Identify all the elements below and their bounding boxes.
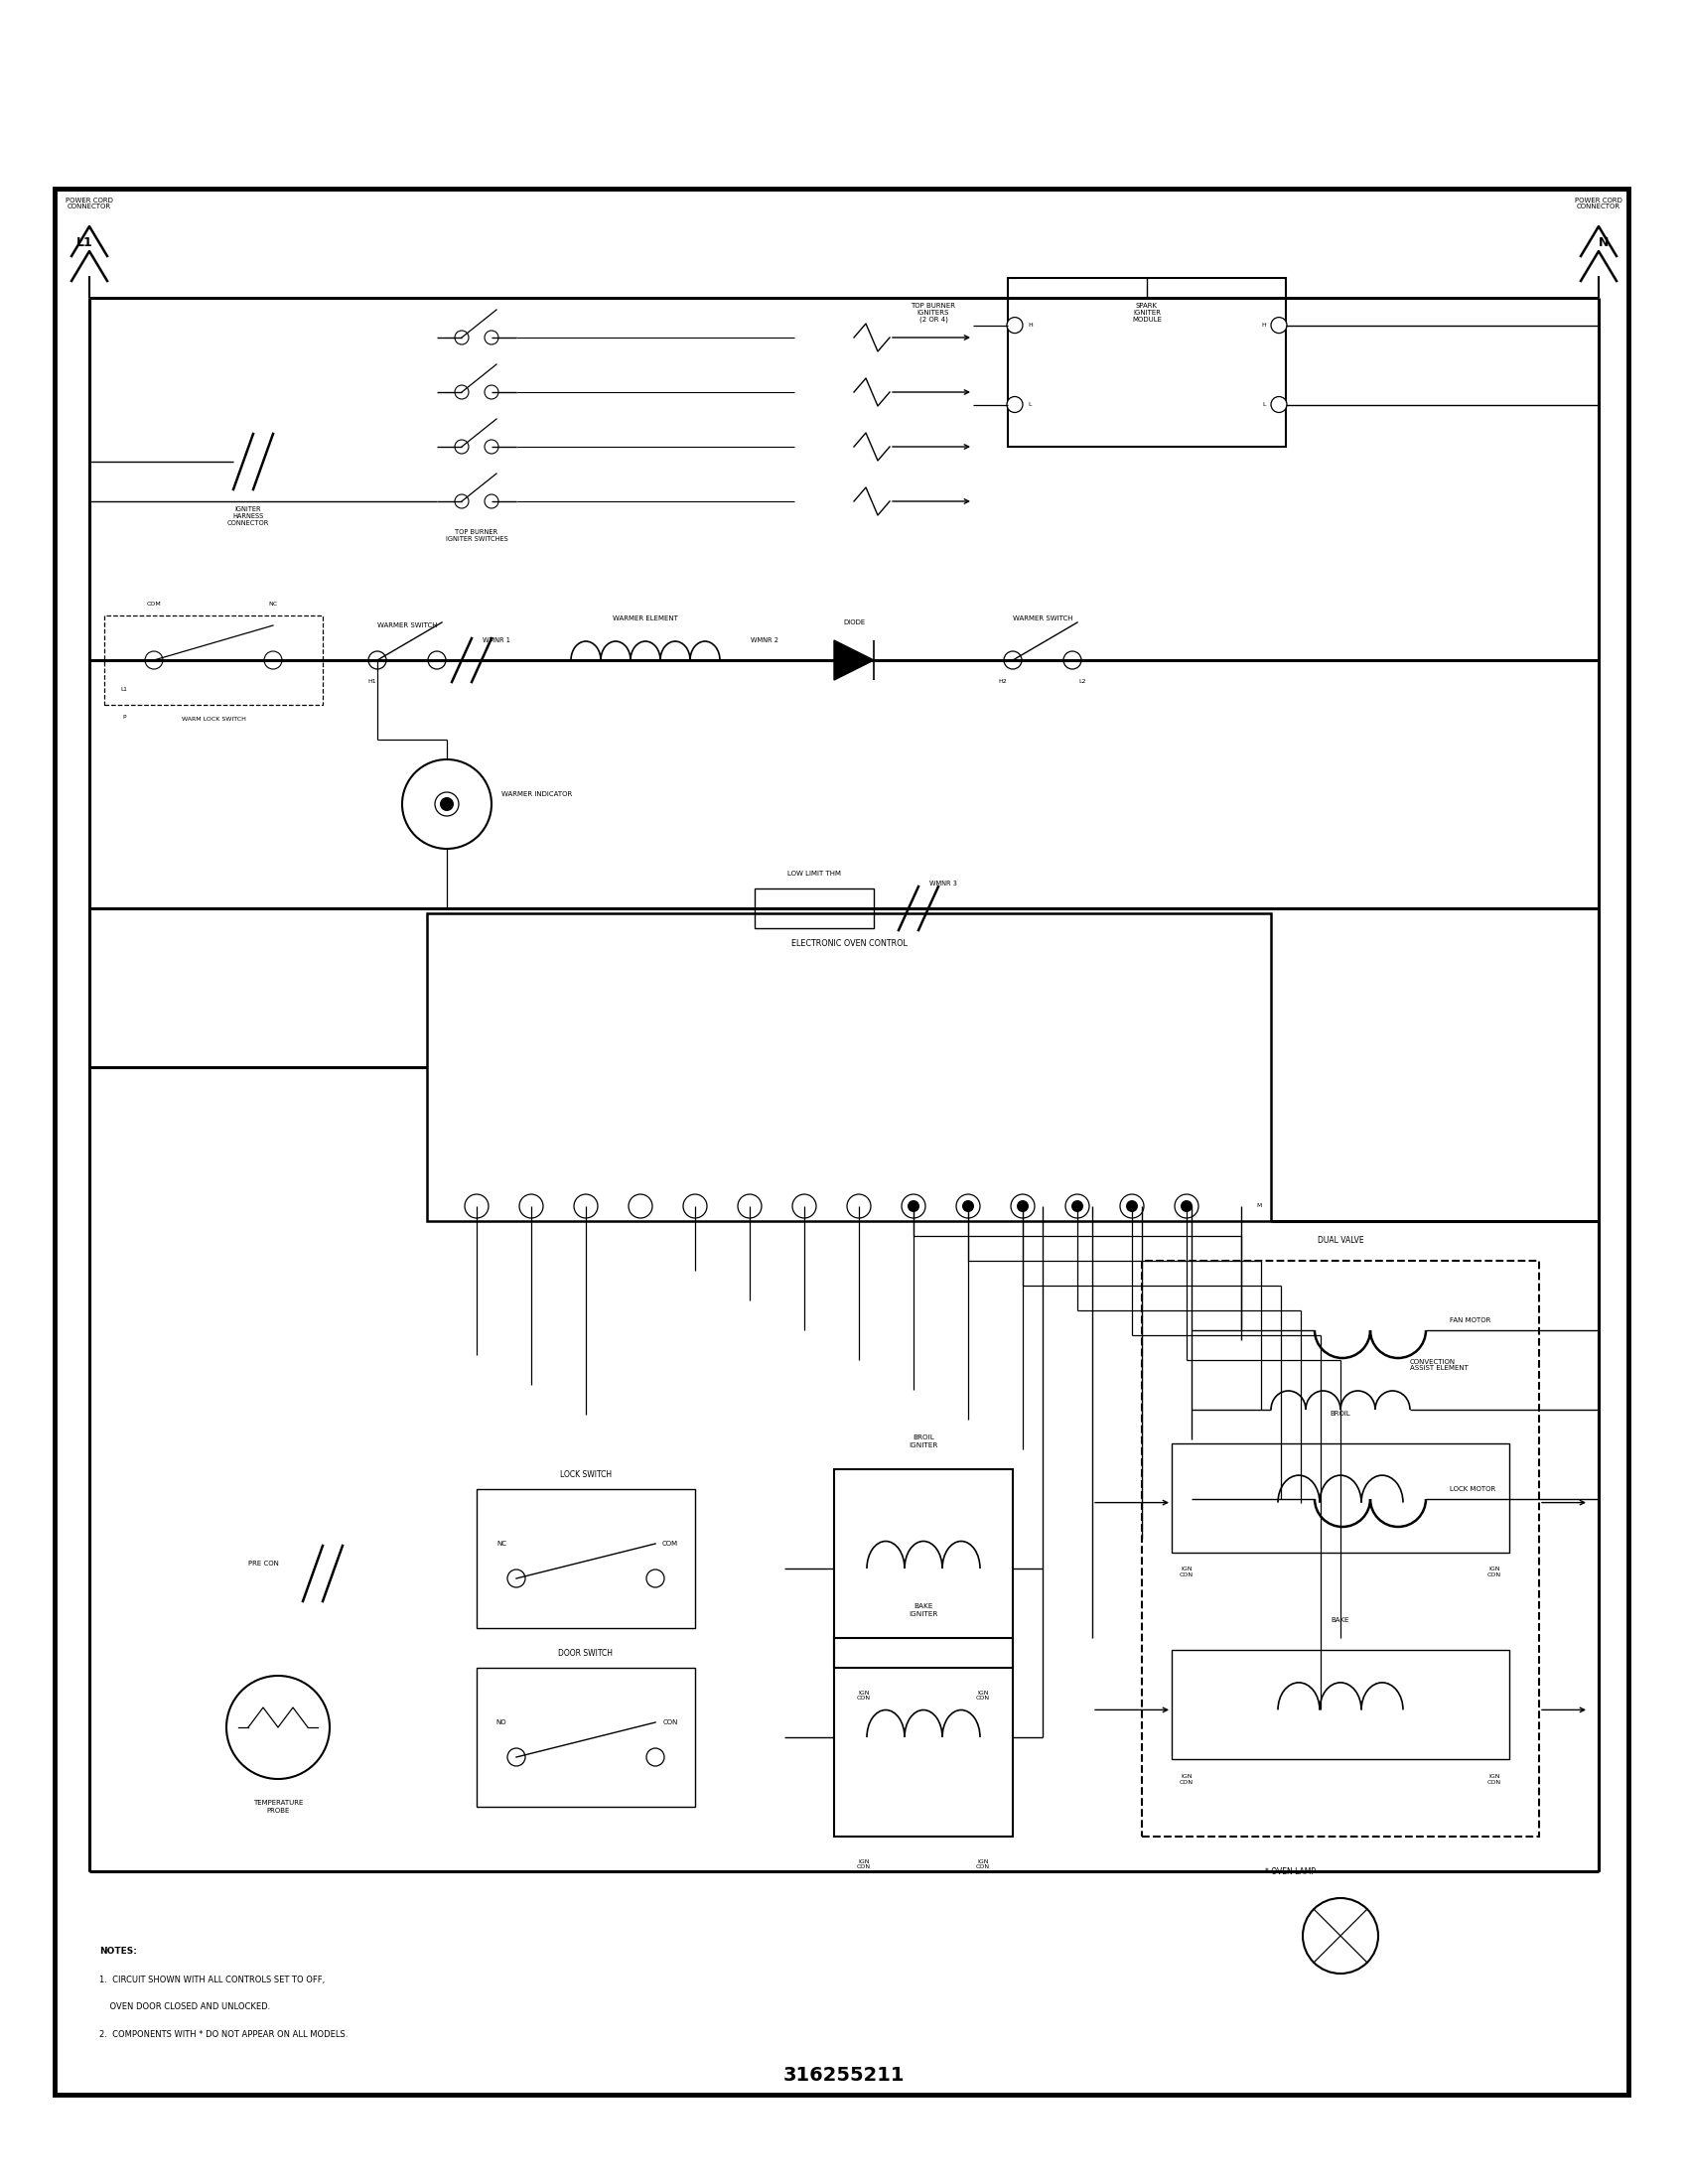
Text: IGN
CON: IGN CON [858,1690,871,1701]
Text: WMNR 1: WMNR 1 [483,638,510,644]
Text: IGN
CON: IGN CON [976,1690,991,1701]
Text: DUAL VALVE: DUAL VALVE [1317,1236,1364,1245]
Text: WARMER INDICATOR: WARMER INDICATOR [501,791,572,797]
Text: CON: CON [663,1719,679,1725]
Text: TEMPERATURE
PROBE: TEMPERATURE PROBE [253,1800,304,1813]
Bar [834,1638,1013,1837]
Text: POWER CORD
CONNECTOR: POWER CORD CONNECTOR [66,197,113,210]
Text: OVEN DOOR CLOSED AND UNLOCKED.: OVEN DOOR CLOSED AND UNLOCKED. [100,2003,270,2011]
Text: WARMER SWITCH: WARMER SWITCH [376,622,437,629]
Text: IGN
CON: IGN CON [976,1859,991,1870]
Text: COM: COM [662,1540,679,1546]
Text: H: H [1028,323,1033,328]
Text: L: L [1028,402,1031,406]
Bar [54,188,1629,2094]
Text: * OVEN LAMP: * OVEN LAMP [1266,1867,1317,1876]
Circle shape [1180,1201,1192,1212]
Text: FAN MOTOR: FAN MOTOR [1450,1317,1491,1324]
Text: M: M [1256,1203,1261,1208]
Text: NC: NC [268,601,277,605]
Text: NC: NC [496,1540,506,1546]
Text: DIODE: DIODE [842,620,864,625]
Text: TOP BURNER
IGNITERS
(2 OR 4): TOP BURNER IGNITERS (2 OR 4) [912,304,955,323]
Text: WARMER SWITCH: WARMER SWITCH [1013,616,1072,622]
Polygon shape [834,640,874,679]
Circle shape [441,797,454,810]
Circle shape [1011,1195,1035,1219]
Bar [476,1489,695,1627]
Circle shape [908,1201,920,1212]
Circle shape [520,1195,544,1219]
Circle shape [955,1195,981,1219]
Bar [476,1669,695,1806]
Text: WMNR 2: WMNR 2 [751,638,778,644]
Circle shape [1016,1201,1028,1212]
Text: WARM LOCK SWITCH: WARM LOCK SWITCH [181,716,246,723]
Text: NO: NO [496,1719,506,1725]
Text: POWER CORD
CONNECTOR: POWER CORD CONNECTOR [1575,197,1622,210]
Text: IGN
CON: IGN CON [1180,1773,1193,1784]
Circle shape [738,1195,761,1219]
Circle shape [464,1195,488,1219]
Bar [1171,1444,1509,1553]
Text: CONVECTION
ASSIST ELEMENT: CONVECTION ASSIST ELEMENT [1409,1358,1469,1372]
Circle shape [962,1201,974,1212]
Text: L1: L1 [122,688,128,692]
Circle shape [574,1195,598,1219]
Text: BAKE: BAKE [1332,1618,1350,1623]
Circle shape [1065,1195,1089,1219]
Text: L: L [1263,402,1266,406]
Text: LOW LIMIT THM: LOW LIMIT THM [787,871,841,876]
Circle shape [1271,317,1286,334]
Text: 2.  COMPONENTS WITH * DO NOT APPEAR ON ALL MODELS.: 2. COMPONENTS WITH * DO NOT APPEAR ON AL… [100,2031,348,2040]
Circle shape [1121,1195,1144,1219]
Text: L2: L2 [1079,679,1085,684]
Circle shape [1006,317,1023,334]
Bar [1171,1651,1509,1760]
Text: 316255211: 316255211 [783,2066,905,2084]
Circle shape [1126,1201,1138,1212]
Text: SPARK
IGNITER
MODULE: SPARK IGNITER MODULE [1133,304,1161,323]
Text: P: P [122,714,127,719]
Bar [427,913,1271,1221]
Circle shape [847,1195,871,1219]
Text: NOTES:: NOTES: [100,1946,137,1955]
Text: N: N [1599,236,1609,249]
Bar [834,1470,1013,1669]
Text: LOCK MOTOR: LOCK MOTOR [1450,1485,1496,1492]
Circle shape [792,1195,817,1219]
Text: H2: H2 [999,679,1008,684]
Text: H: H [1261,323,1266,328]
Bar [755,889,874,928]
Text: DOOR SWITCH: DOOR SWITCH [559,1649,613,1658]
Text: BAKE
IGNITER: BAKE IGNITER [908,1603,939,1616]
Text: BROIL
IGNITER: BROIL IGNITER [908,1435,939,1448]
Text: WMNR 3: WMNR 3 [930,880,957,887]
Text: H1: H1 [368,679,376,684]
Circle shape [1271,397,1286,413]
Bar [1008,277,1286,448]
Circle shape [684,1195,707,1219]
Text: BROIL: BROIL [1330,1411,1350,1415]
Circle shape [901,1195,925,1219]
Text: COM: COM [147,601,162,605]
Circle shape [628,1195,652,1219]
Text: IGN
CON: IGN CON [858,1859,871,1870]
Text: IGN
CON: IGN CON [1487,1566,1501,1577]
Text: IGN
CON: IGN CON [1487,1773,1501,1784]
Bar [105,616,322,705]
Bar [1141,1260,1539,1837]
Text: PRE CON: PRE CON [248,1562,279,1566]
Text: IGN
CON: IGN CON [1180,1566,1193,1577]
Text: LOCK SWITCH: LOCK SWITCH [560,1470,611,1479]
Text: WARMER ELEMENT: WARMER ELEMENT [613,616,679,622]
Circle shape [1006,397,1023,413]
Text: 1.  CIRCUIT SHOWN WITH ALL CONTROLS SET TO OFF,: 1. CIRCUIT SHOWN WITH ALL CONTROLS SET T… [100,1977,324,1985]
Circle shape [1072,1201,1084,1212]
Text: IGNITER
HARNESS
CONNECTOR: IGNITER HARNESS CONNECTOR [228,507,270,526]
Text: L1: L1 [76,236,93,249]
Text: TOP BURNER
IGNITER SWITCHES: TOP BURNER IGNITER SWITCHES [446,529,508,542]
Circle shape [1175,1195,1198,1219]
Text: ELECTRONIC OVEN CONTROL: ELECTRONIC OVEN CONTROL [792,939,906,948]
